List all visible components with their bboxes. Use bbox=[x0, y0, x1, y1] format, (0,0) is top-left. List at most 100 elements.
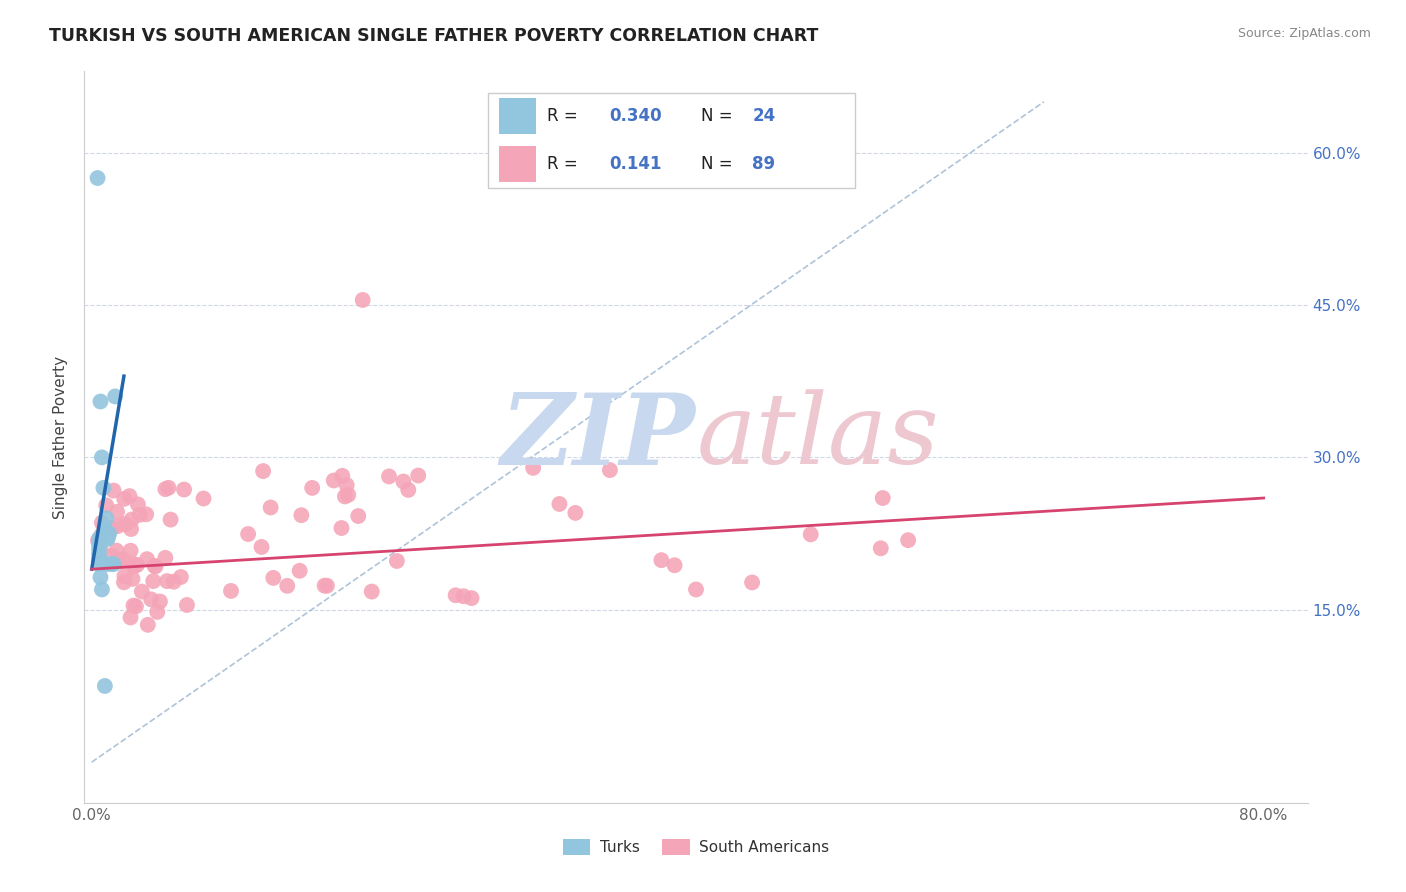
Point bbox=[741, 575, 763, 590]
Point bbox=[91, 450, 114, 465]
Point bbox=[105, 543, 128, 558]
Point bbox=[120, 610, 142, 624]
Point bbox=[149, 594, 172, 608]
Legend: Turks, South Americans: Turks, South Americans bbox=[557, 833, 835, 861]
Text: ZIP: ZIP bbox=[501, 389, 696, 485]
Point bbox=[314, 579, 336, 593]
Point bbox=[460, 591, 482, 606]
Point bbox=[548, 497, 571, 511]
Point bbox=[135, 508, 157, 522]
Point bbox=[252, 464, 274, 478]
Point bbox=[89, 394, 111, 409]
Point bbox=[103, 557, 125, 571]
Point bbox=[111, 552, 134, 566]
Point bbox=[122, 559, 145, 574]
Point bbox=[96, 532, 118, 546]
Point bbox=[94, 679, 117, 693]
Point bbox=[141, 592, 163, 607]
Text: TURKISH VS SOUTH AMERICAN SINGLE FATHER POVERTY CORRELATION CHART: TURKISH VS SOUTH AMERICAN SINGLE FATHER … bbox=[49, 27, 818, 45]
Point bbox=[100, 549, 122, 563]
Point bbox=[444, 588, 467, 602]
Point bbox=[87, 533, 110, 548]
Point bbox=[378, 469, 401, 483]
Point bbox=[333, 490, 356, 504]
Point bbox=[143, 559, 166, 574]
Point bbox=[406, 468, 429, 483]
Point bbox=[91, 532, 114, 546]
Point bbox=[599, 463, 621, 477]
Point bbox=[173, 483, 195, 497]
Point bbox=[101, 521, 124, 535]
Point bbox=[259, 500, 281, 515]
Point bbox=[90, 543, 112, 558]
Point bbox=[385, 554, 408, 568]
Point bbox=[96, 557, 118, 571]
Point bbox=[114, 517, 136, 532]
Point bbox=[100, 557, 122, 571]
Point bbox=[396, 483, 419, 497]
Point bbox=[262, 571, 284, 585]
Point bbox=[89, 570, 111, 584]
Point bbox=[122, 558, 145, 572]
Point bbox=[219, 583, 242, 598]
Point bbox=[330, 468, 353, 483]
Point bbox=[156, 574, 179, 588]
Point bbox=[800, 527, 823, 541]
Point bbox=[90, 516, 112, 530]
Point bbox=[87, 537, 110, 551]
Point bbox=[87, 557, 110, 571]
Point bbox=[97, 532, 120, 546]
Point bbox=[193, 491, 215, 506]
Point bbox=[869, 541, 891, 556]
Point bbox=[564, 506, 586, 520]
Point bbox=[96, 511, 118, 525]
Point bbox=[87, 532, 110, 546]
Point bbox=[125, 599, 148, 614]
Point bbox=[337, 488, 360, 502]
Point bbox=[322, 474, 344, 488]
Text: Source: ZipAtlas.com: Source: ZipAtlas.com bbox=[1237, 27, 1371, 40]
Point bbox=[250, 540, 273, 554]
Point bbox=[352, 293, 374, 307]
Point bbox=[897, 533, 920, 548]
Point bbox=[94, 526, 117, 541]
Point bbox=[360, 584, 382, 599]
Point bbox=[330, 521, 353, 535]
Point bbox=[176, 598, 198, 612]
Point bbox=[131, 584, 153, 599]
Point bbox=[127, 497, 149, 511]
Point bbox=[87, 541, 110, 556]
Point bbox=[98, 526, 121, 541]
Point bbox=[121, 572, 143, 586]
Point bbox=[145, 559, 167, 574]
Point bbox=[114, 569, 136, 583]
Point bbox=[93, 481, 115, 495]
Point bbox=[108, 554, 131, 568]
Point bbox=[120, 543, 142, 558]
Point bbox=[347, 509, 370, 524]
Point bbox=[336, 478, 359, 492]
Point bbox=[159, 513, 181, 527]
Point bbox=[94, 521, 117, 535]
Point bbox=[90, 528, 112, 542]
Point bbox=[86, 171, 108, 186]
Point bbox=[104, 389, 127, 403]
Point bbox=[112, 491, 135, 506]
Point bbox=[522, 460, 544, 475]
Point bbox=[118, 489, 141, 503]
Point bbox=[120, 522, 142, 536]
Point bbox=[664, 558, 686, 573]
Text: atlas: atlas bbox=[697, 390, 939, 484]
Point bbox=[155, 550, 177, 565]
Point bbox=[105, 505, 128, 519]
Point bbox=[96, 499, 118, 513]
Point bbox=[392, 475, 415, 489]
Point bbox=[157, 481, 180, 495]
Point bbox=[236, 527, 259, 541]
Point bbox=[91, 582, 114, 597]
Point bbox=[128, 508, 150, 522]
Point bbox=[87, 552, 110, 566]
Point bbox=[301, 481, 323, 495]
Point bbox=[122, 599, 145, 613]
Point bbox=[127, 558, 149, 572]
